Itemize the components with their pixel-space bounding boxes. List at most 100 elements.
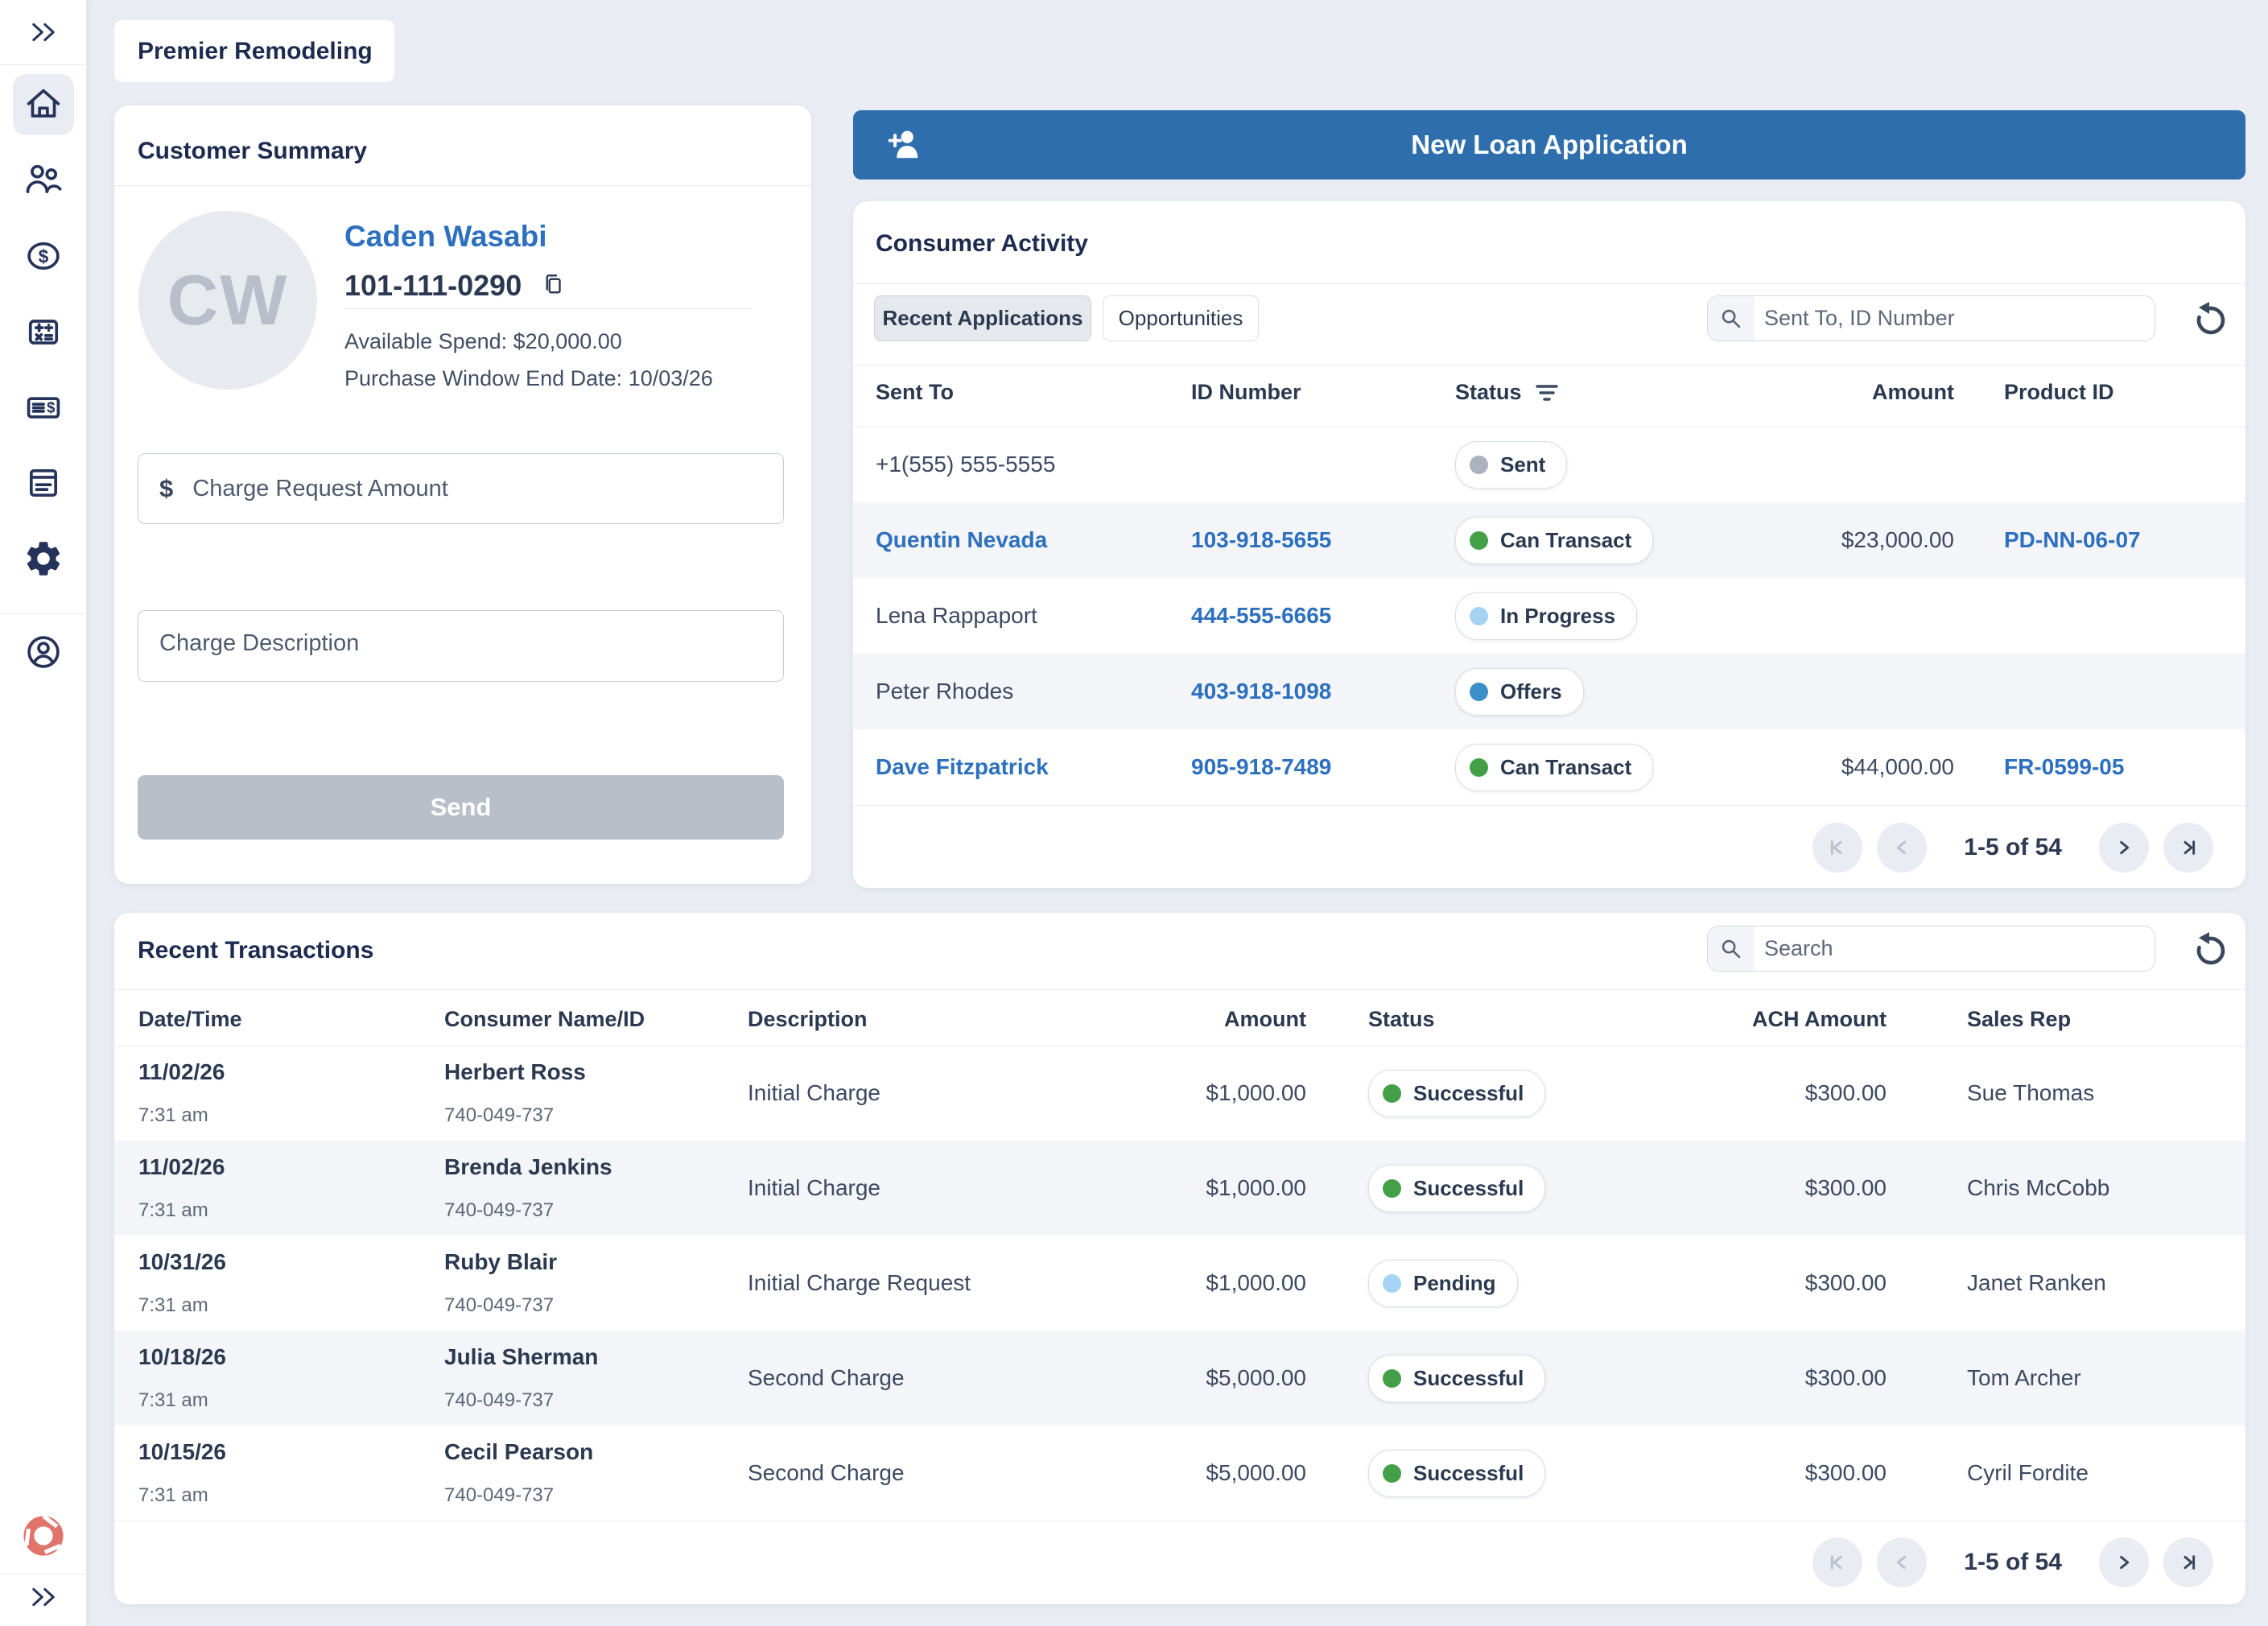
product-id-link[interactable]: FR-0599-05 bbox=[2004, 729, 2229, 805]
id-number-link[interactable] bbox=[1191, 427, 1441, 502]
amount-cell: $23,000.00 bbox=[1722, 502, 1954, 578]
next-page-button[interactable] bbox=[2099, 823, 2149, 873]
col-consumer-name-id[interactable]: Consumer Name/ID bbox=[444, 1007, 742, 1032]
new-loan-application-button[interactable]: New Loan Application bbox=[853, 110, 2245, 180]
col-sales-rep[interactable]: Sales Rep bbox=[1967, 1007, 2233, 1032]
first-page-button[interactable] bbox=[1812, 823, 1862, 873]
sidebar-item-payments[interactable]: $ bbox=[13, 225, 74, 287]
date-time-cell: 11/02/26 7:31 am bbox=[138, 1046, 315, 1141]
col-date-time[interactable]: Date/Time bbox=[138, 1007, 315, 1032]
status-cell: In Progress bbox=[1455, 578, 1729, 654]
refresh-icon bbox=[2190, 299, 2229, 337]
previous-page-button[interactable] bbox=[1877, 823, 1927, 873]
chevron-left-icon bbox=[1889, 835, 1915, 860]
sidebar-expand-button[interactable] bbox=[0, 13, 87, 52]
amount-cell: $5,000.00 bbox=[1080, 1426, 1306, 1521]
id-number-link[interactable]: 905-918-7489 bbox=[1191, 729, 1441, 805]
status-badge: In Progress bbox=[1455, 592, 1637, 640]
table-row[interactable]: Lena Rappaport 444-555-6665 In Progress bbox=[853, 578, 2245, 654]
col-description[interactable]: Description bbox=[748, 1007, 1086, 1032]
table-row[interactable]: Peter Rhodes 403-918-1098 Offers bbox=[853, 654, 2245, 729]
col-product-id[interactable]: Product ID bbox=[2004, 380, 2229, 405]
previous-page-button[interactable] bbox=[1877, 1537, 1927, 1587]
col-amount[interactable]: Amount bbox=[1080, 1007, 1306, 1032]
table-row[interactable]: Dave Fitzpatrick 905-918-7489 Can Transa… bbox=[853, 729, 2245, 805]
brand-logo bbox=[0, 1504, 87, 1568]
charge-amount-input[interactable] bbox=[192, 476, 762, 502]
sidebar-item-home[interactable] bbox=[13, 74, 74, 135]
col-amount[interactable]: Amount bbox=[1722, 380, 1954, 405]
sidebar-item-invoices[interactable]: $ bbox=[13, 377, 74, 438]
product-id-link[interactable] bbox=[2004, 654, 2229, 729]
last-page-button[interactable] bbox=[2163, 1537, 2213, 1587]
col-ach-amount[interactable]: ACH Amount bbox=[1684, 1007, 1887, 1032]
merchant-name: Premier Remodeling bbox=[138, 38, 373, 65]
first-page-button[interactable] bbox=[1812, 1537, 1862, 1587]
copy-icon[interactable] bbox=[539, 270, 568, 302]
dollar-icon: $ bbox=[159, 474, 173, 503]
status-dot-icon bbox=[1383, 1369, 1401, 1388]
charge-description-input[interactable] bbox=[159, 630, 762, 657]
sidebar-item-settings[interactable] bbox=[13, 528, 74, 589]
recent-transactions-search-input[interactable] bbox=[1755, 936, 2155, 961]
description-cell: Second Charge bbox=[748, 1331, 1086, 1426]
last-page-button[interactable] bbox=[2163, 823, 2213, 873]
col-sent-to[interactable]: Sent To bbox=[876, 380, 1173, 405]
first-page-icon bbox=[1825, 1550, 1850, 1575]
tab-opportunities[interactable]: Opportunities bbox=[1103, 295, 1259, 341]
send-button[interactable]: Send bbox=[138, 775, 784, 840]
consumer-activity-search-input[interactable] bbox=[1755, 306, 2155, 331]
sidebar-item-account[interactable] bbox=[13, 621, 74, 683]
status-cell: Can Transact bbox=[1455, 729, 1729, 805]
product-id-link[interactable] bbox=[2004, 578, 2229, 654]
table-row[interactable]: +1(555) 555-5555 Sent bbox=[853, 427, 2245, 502]
date-time-cell: 10/18/26 7:31 am bbox=[138, 1331, 315, 1426]
id-number-link[interactable]: 444-555-6665 bbox=[1191, 578, 1441, 654]
table-row[interactable]: 11/02/26 7:31 am Brenda Jenkins 740-049-… bbox=[114, 1141, 2245, 1236]
refresh-button[interactable] bbox=[2183, 292, 2235, 344]
sidebar-collapse-toggle[interactable] bbox=[0, 1574, 87, 1620]
product-id-link[interactable]: PD-NN-06-07 bbox=[2004, 502, 2229, 578]
table-row[interactable]: 11/02/26 7:31 am Herbert Ross 740-049-73… bbox=[114, 1046, 2245, 1141]
last-page-icon bbox=[2175, 1550, 2201, 1575]
consumer-cell: Ruby Blair 740-049-737 bbox=[444, 1236, 742, 1331]
sales-rep-cell: Tom Archer bbox=[1967, 1331, 2233, 1426]
sidebar-item-documents[interactable] bbox=[13, 452, 74, 514]
sent-to-link[interactable]: Quentin Nevada bbox=[876, 502, 1173, 578]
status-dot-icon bbox=[1383, 1274, 1401, 1293]
table-row[interactable]: 10/18/26 7:31 am Julia Sherman 740-049-7… bbox=[114, 1331, 2245, 1426]
id-number-link[interactable]: 103-918-5655 bbox=[1191, 502, 1441, 578]
recent-transactions-search bbox=[1707, 926, 2155, 972]
customer-name-link[interactable]: Caden Wasabi bbox=[344, 220, 547, 254]
status-cell: Successful bbox=[1368, 1426, 1618, 1521]
status-dot-icon bbox=[1383, 1179, 1401, 1198]
amount-cell: $5,000.00 bbox=[1080, 1331, 1306, 1426]
sidebar-item-customers[interactable] bbox=[13, 150, 74, 211]
filter-icon[interactable] bbox=[1535, 382, 1559, 403]
product-id-link[interactable] bbox=[2004, 427, 2229, 502]
col-status[interactable]: Status bbox=[1368, 1007, 1618, 1032]
divider bbox=[853, 805, 2245, 806]
status-cell: Offers bbox=[1455, 654, 1729, 729]
ach-amount-cell: $300.00 bbox=[1684, 1331, 1887, 1426]
status-dot-icon bbox=[1383, 1464, 1401, 1483]
id-number-link[interactable]: 403-918-1098 bbox=[1191, 654, 1441, 729]
amount-cell bbox=[1722, 578, 1954, 654]
sent-to-link[interactable]: Dave Fitzpatrick bbox=[876, 729, 1173, 805]
document-icon bbox=[23, 462, 64, 504]
table-row[interactable]: 10/31/26 7:31 am Ruby Blair 740-049-737 … bbox=[114, 1236, 2245, 1331]
next-page-button[interactable] bbox=[2099, 1537, 2149, 1587]
table-row[interactable]: Quentin Nevada 103-918-5655 Can Transact… bbox=[853, 502, 2245, 578]
table-row[interactable]: 10/15/26 7:31 am Cecil Pearson 740-049-7… bbox=[114, 1426, 2245, 1521]
consumer-cell: Herbert Ross 740-049-737 bbox=[444, 1046, 742, 1141]
refresh-button[interactable] bbox=[2183, 922, 2235, 974]
tab-recent-applications[interactable]: Recent Applications bbox=[874, 295, 1091, 341]
description-cell: Initial Charge bbox=[748, 1046, 1086, 1141]
pagination-label: 1-5 of 54 bbox=[1964, 1549, 2062, 1576]
col-status[interactable]: Status bbox=[1455, 380, 1559, 405]
sales-rep-cell: Sue Thomas bbox=[1967, 1046, 2233, 1141]
sidebar-item-calculator[interactable] bbox=[13, 301, 74, 362]
ach-amount-cell: $300.00 bbox=[1684, 1236, 1887, 1331]
col-id-number[interactable]: ID Number bbox=[1191, 380, 1441, 405]
svg-text:$: $ bbox=[47, 399, 55, 416]
